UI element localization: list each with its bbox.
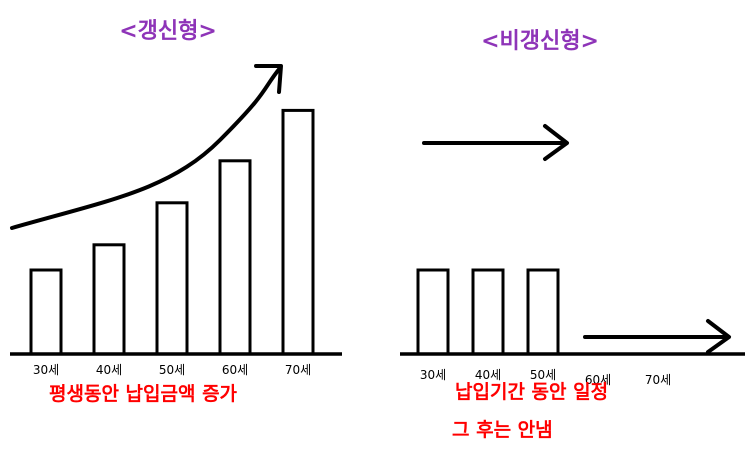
non-renewable-panel: <비갱신형> 30세 40세 50세 60세 70세 납입기간 동안 일정 그 후는 안… (400, 29, 745, 441)
non-renewable-tick-label: 60세 (585, 373, 611, 387)
non-renewable-bars (416, 268, 560, 356)
renewable-bar-50세 (155, 201, 189, 356)
non-renewable-tick-label: 70세 (645, 373, 671, 387)
non-renewable-tick-label: 50세 (530, 368, 556, 382)
renewable-bar-60세 (218, 159, 252, 356)
renewable-title: <갱신형> (119, 19, 217, 44)
renewable-tick-label: 30세 (33, 363, 59, 377)
increasing-trend-arrowhead (254, 64, 283, 94)
renewable-tick-label: 50세 (159, 363, 185, 377)
non-renewable-bar-50세 (526, 268, 560, 356)
renewable-tick-label: 60세 (222, 363, 248, 377)
increasing-trend-arrow (10, 66, 282, 230)
level-payment-arrowhead (543, 124, 569, 161)
no-payment-arrowhead (706, 319, 731, 354)
non-renewable-bar-40세 (471, 268, 505, 356)
renewable-caption: 평생동안 납입금액 증가 (49, 383, 238, 405)
non-renewable-bar-30세 (416, 268, 450, 356)
renewable-bars (29, 108, 315, 356)
renewable-bar-40세 (92, 243, 126, 356)
non-renewable-age-ticks: 30세 40세 50세 60세 70세 (420, 368, 671, 387)
renewable-tick-label: 40세 (96, 363, 122, 377)
renewable-tick-label: 70세 (285, 363, 311, 377)
non-renewable-caption-line1: 납입기간 동안 일정 (455, 381, 608, 403)
non-renewable-title: <비갱신형> (481, 29, 599, 54)
renewable-bar-30세 (29, 268, 63, 356)
renewable-bar-70세 (281, 108, 315, 356)
renewable-panel: <갱신형> 30세 40세 50세 60세 70세 평생동안 납입금액 증가 (10, 19, 342, 405)
non-renewable-caption-line2: 그 후는 안냄 (452, 419, 553, 441)
non-renewable-tick-label: 30세 (420, 368, 446, 382)
non-renewable-tick-label: 40세 (475, 368, 501, 382)
renewable-age-ticks: 30세 40세 50세 60세 70세 (33, 363, 311, 377)
